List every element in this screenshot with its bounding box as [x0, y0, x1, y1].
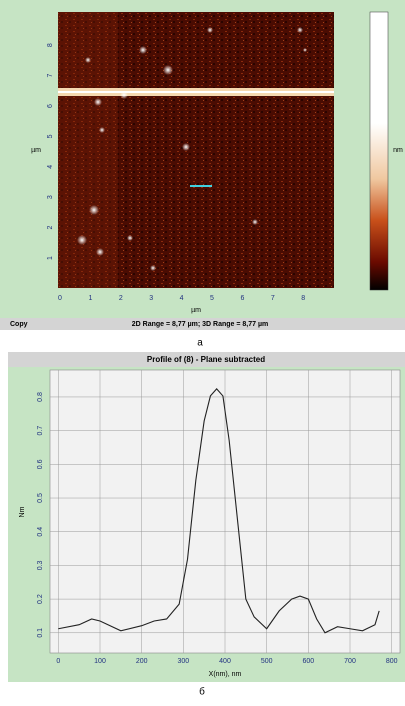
x-tick-label: 3 [149, 295, 153, 302]
y-tick-label: 0.4 [37, 527, 44, 537]
x-tick-label: 7 [271, 295, 275, 302]
y-tick-label: 2 [47, 226, 54, 230]
y-tick-label: 1 [47, 256, 54, 260]
y-tick-label: 4 [47, 165, 54, 169]
colorbar [370, 12, 388, 290]
x-axis-title: X(nm), nm [209, 671, 242, 678]
x-tick-label: 700 [344, 658, 356, 665]
x-tick-label: 500 [261, 658, 273, 665]
afm-region [58, 12, 118, 288]
colorbar-label: nm [393, 147, 403, 154]
x-tick-label: 8 [301, 295, 305, 302]
y-axis-label: µm [31, 147, 41, 154]
x-tick-label: 4 [180, 295, 184, 302]
y-tick-label: 0.8 [37, 392, 44, 402]
y-tick-label: 8 [47, 43, 54, 47]
x-tick-label: 200 [136, 658, 148, 665]
y-tick-label: 0.2 [37, 594, 44, 604]
x-tick-label: 100 [94, 658, 106, 665]
page: nm µm µm Copy 2D Range = 8,77 µm; 3D Ran… [0, 0, 405, 701]
caption: б [199, 686, 205, 698]
x-tick-label: 2 [119, 295, 123, 302]
y-tick-label: 0.6 [37, 459, 44, 469]
x-tick-label: 0 [58, 295, 62, 302]
status-text: 2D Range = 8,77 µm; 3D Range = 8,77 µm [132, 321, 268, 328]
x-tick-label: 5 [210, 295, 214, 302]
status-left: Copy [10, 321, 28, 328]
y-tick-label: 0.5 [37, 493, 44, 503]
x-tick-label: 400 [219, 658, 231, 665]
x-tick-label: 300 [177, 658, 189, 665]
x-tick-label: 0 [56, 658, 60, 665]
y-tick-label: 5 [47, 134, 54, 138]
y-axis-title: Nm [19, 506, 26, 517]
y-tick-label: 6 [47, 104, 54, 108]
x-tick-label: 6 [240, 295, 244, 302]
y-tick-label: 7 [47, 74, 54, 78]
x-tick-label: 800 [386, 658, 398, 665]
screenshot: nm µm µm Copy 2D Range = 8,77 µm; 3D Ran… [0, 0, 405, 701]
caption: а [197, 338, 203, 349]
chart-title: Profile of (8) - Plane subtracted [147, 355, 265, 364]
x-tick-label: 600 [302, 658, 314, 665]
y-tick-label: 3 [47, 195, 54, 199]
y-tick-label: 0.3 [37, 560, 44, 570]
y-tick-label: 0.1 [37, 628, 44, 638]
x-axis-label: µm [191, 307, 201, 314]
afm-streak [58, 91, 334, 93]
y-tick-label: 0.7 [37, 426, 44, 436]
x-tick-label: 1 [88, 295, 92, 302]
